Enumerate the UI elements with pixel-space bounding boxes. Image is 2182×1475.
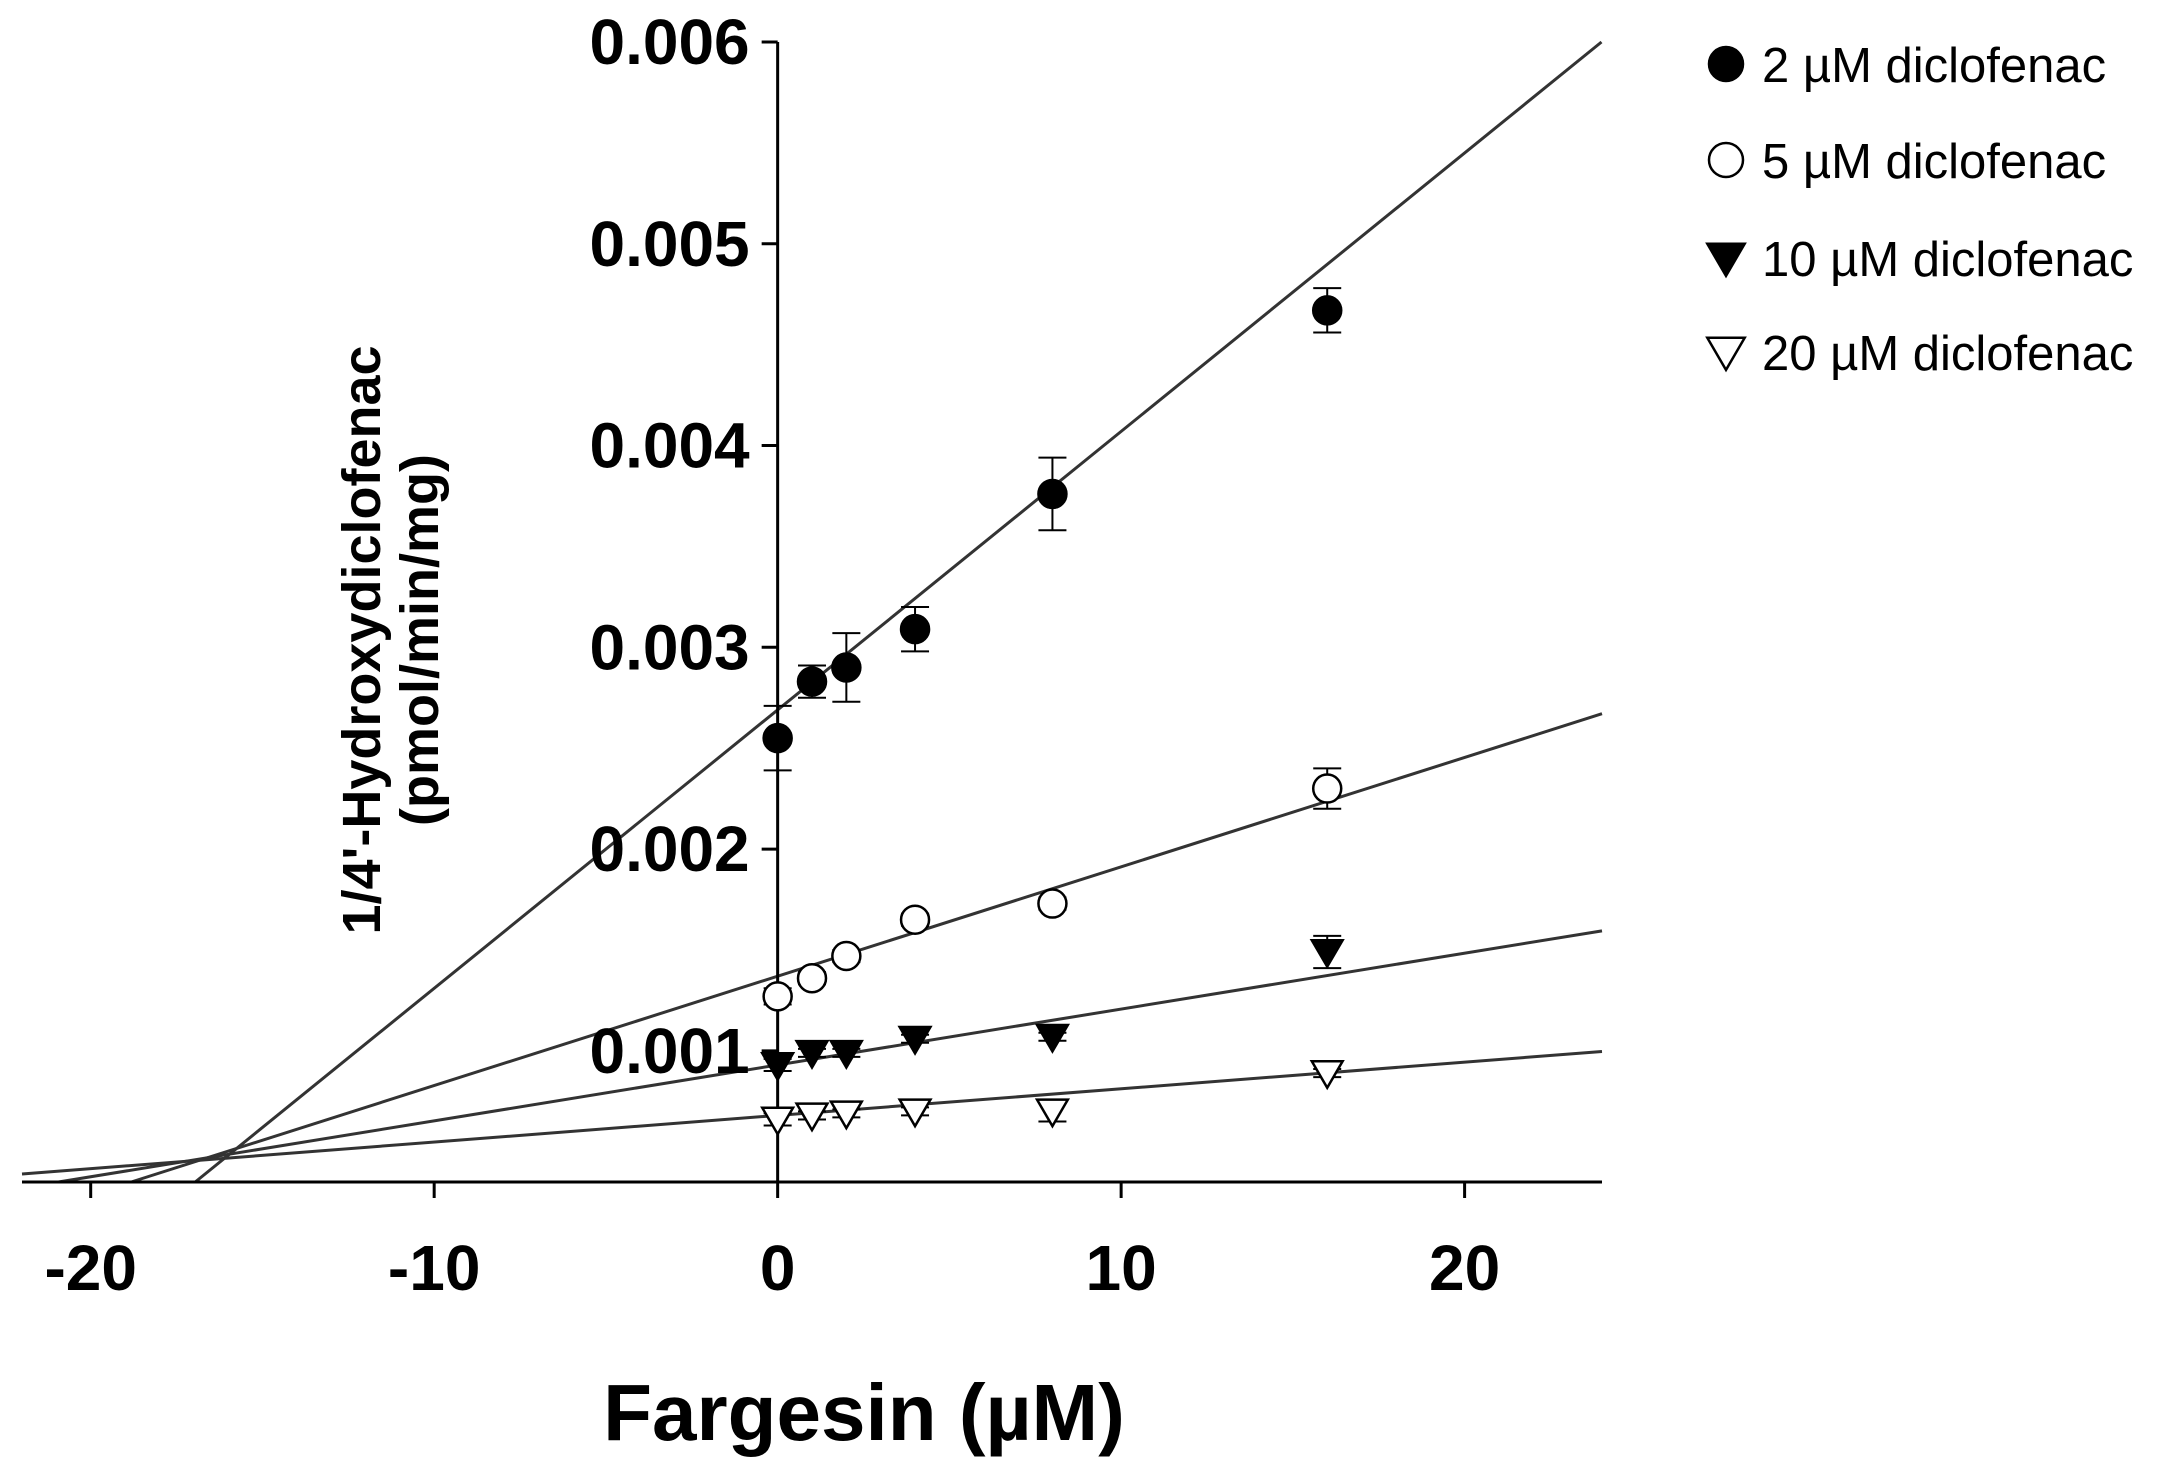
- y-tick-label: 0.001: [589, 1015, 749, 1087]
- legend-item: 20 µM diclofenac: [1705, 327, 2133, 381]
- legend-marker-shape: [1707, 45, 1745, 83]
- axes: [22, 42, 1602, 1184]
- fit-line: [194, 40, 1603, 1184]
- data-point: [762, 981, 793, 1012]
- fit-lines: [21, 40, 1603, 1184]
- legend-marker-shape: [1705, 242, 1747, 279]
- x-tick-label: 10: [1086, 1232, 1157, 1304]
- data-point: [1037, 478, 1068, 510]
- data-point: [1309, 1060, 1345, 1091]
- legend-marker-shape: [1705, 336, 1747, 373]
- data-point: [762, 722, 793, 754]
- error-bars: [763, 287, 1342, 1127]
- data-point: [760, 1051, 796, 1083]
- fit-line: [58, 929, 1603, 1184]
- data-point: [1309, 938, 1345, 970]
- data-point: [760, 1106, 796, 1137]
- legend-marker-open-circle: [1707, 141, 1745, 179]
- x-tick-label: 20: [1429, 1232, 1500, 1304]
- data-point: [796, 666, 828, 697]
- legend-label: 10 µM diclofenac: [1762, 233, 2133, 287]
- legend-marker-shape: [1707, 141, 1745, 179]
- data-point: [1034, 1098, 1071, 1129]
- y-tick-label: 0.006: [589, 6, 749, 78]
- data-point: [796, 962, 828, 994]
- legend-marker-open-triangle-down: [1705, 336, 1747, 373]
- legend: 2 µM diclofenac 5 µM diclofenac 10 µM di…: [1705, 39, 2133, 381]
- x-tick-label: -10: [388, 1232, 481, 1304]
- data-point: [831, 940, 862, 972]
- data-point: [899, 904, 931, 935]
- y-tick-label: 0.003: [589, 611, 749, 683]
- data-point: [794, 1039, 830, 1071]
- legend-label: 5 µM diclofenac: [1762, 135, 2106, 189]
- y-tick-label: 0.002: [589, 813, 749, 885]
- legend-marker-filled-circle: [1707, 45, 1745, 83]
- data-point: [1311, 773, 1343, 804]
- legend-item: 2 µM diclofenac: [1707, 39, 2106, 93]
- data-point: [1034, 1023, 1071, 1054]
- y-axis-title-line1: 1/4'-Hydroxydiclofenac: [332, 345, 392, 934]
- y-axis-title-line2: (pmol/min/mg): [390, 454, 450, 826]
- legend-item: 5 µM diclofenac: [1707, 135, 2106, 189]
- data-point: [794, 1102, 830, 1133]
- data-point: [828, 1039, 864, 1071]
- y-axis-title: 1/4'-Hydroxydiclofenac (pmol/min/mg): [332, 345, 450, 934]
- x-axis-title: Fargesin (µM): [603, 1368, 1125, 1457]
- data-point: [1311, 295, 1343, 326]
- legend-label: 20 µM diclofenac: [1762, 327, 2133, 381]
- legend-label: 2 µM diclofenac: [1762, 39, 2106, 93]
- data-point: [1037, 888, 1068, 919]
- data-point: [831, 652, 862, 683]
- fit-line: [130, 712, 1603, 1184]
- legend-marker-filled-triangle-down: [1705, 242, 1747, 279]
- data-point: [897, 1025, 933, 1056]
- x-tick-label: -20: [44, 1232, 137, 1304]
- data-point: [899, 613, 931, 645]
- x-tick-label: 0: [760, 1232, 796, 1304]
- data-point: [897, 1098, 933, 1129]
- data-point: [828, 1100, 864, 1131]
- x-ticks: -20 -10 0 10 20: [44, 1182, 1500, 1304]
- data-points: [760, 295, 1345, 1137]
- y-tick-label: 0.005: [589, 208, 749, 280]
- y-ticks: 0.001 0.002 0.003 0.004 0.005 0.006: [589, 6, 778, 1087]
- legend-item: 10 µM diclofenac: [1705, 233, 2133, 287]
- y-tick-label: 0.004: [589, 410, 750, 482]
